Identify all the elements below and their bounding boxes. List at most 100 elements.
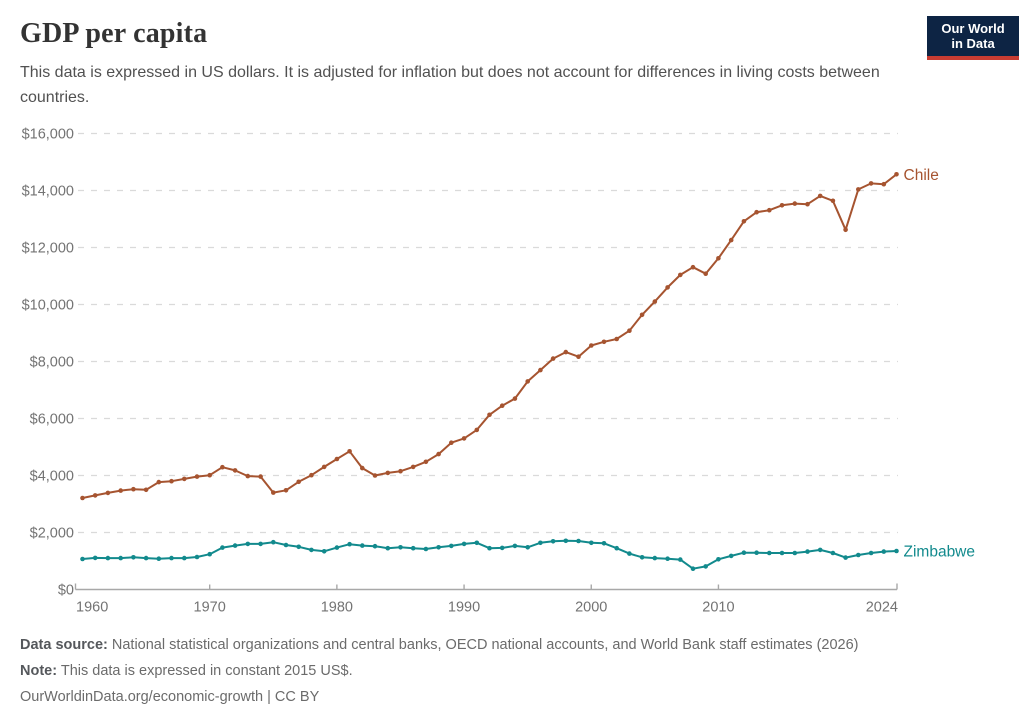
chile-point [105, 490, 111, 496]
zimbabwe-point [652, 555, 658, 561]
zimbabwe-point [525, 545, 530, 550]
chile-point [118, 488, 123, 493]
zimbabwe-point [283, 542, 289, 548]
zimbabwe-point [321, 549, 327, 554]
page-title: GDP per capita [20, 18, 208, 49]
chile-point [563, 349, 569, 355]
zimbabwe-point [894, 548, 899, 554]
chile-point [360, 465, 365, 471]
zimbabwe-point [182, 555, 187, 561]
chile-point [678, 272, 683, 278]
zimbabwe-point [296, 544, 302, 550]
zimbabwe-point [232, 543, 238, 548]
zimbabwe-point [576, 538, 581, 544]
zimbabwe-point [512, 543, 518, 549]
zimbabwe-point [360, 543, 365, 548]
chile-point [576, 354, 581, 360]
zimbabwe-point [245, 541, 251, 547]
license-link[interactable]: OurWorldinData.org/economic-growth | CC … [20, 689, 320, 705]
zimbabwe-line [81, 539, 898, 570]
chile-point [283, 488, 289, 493]
zimbabwe-point [105, 555, 111, 561]
chile-point [894, 172, 899, 177]
chile-point [372, 473, 378, 478]
zimbabwe-point [741, 550, 747, 555]
chile-point [207, 472, 212, 478]
chile-point [652, 299, 658, 304]
chile-point [601, 339, 607, 345]
zimbabwe-point [830, 550, 836, 556]
chile-point [296, 479, 302, 485]
chile-point [461, 436, 467, 441]
chile-point [856, 187, 861, 192]
chile-point [627, 328, 632, 334]
zimbabwe-point [474, 540, 480, 546]
chile-point [881, 181, 887, 187]
zimbabwe-point [868, 550, 874, 556]
owid-logo[interactable]: Our World in Data [927, 16, 1019, 60]
zimbabwe-point [347, 541, 352, 547]
zimbabwe-point [334, 545, 340, 550]
chile-point [321, 464, 327, 470]
chile-point [525, 379, 530, 384]
zimbabwe-point [487, 545, 492, 551]
chile-point [156, 479, 162, 485]
y-axis-label: $6,000 [30, 412, 74, 428]
chile-point [423, 459, 429, 465]
y-axis-label: $0 [58, 583, 74, 599]
zimbabwe-point [817, 547, 823, 553]
chart-footer: Data source: National statistical organi… [20, 632, 1000, 710]
chile-point [868, 181, 874, 186]
chile-point [334, 456, 340, 462]
zimbabwe-point [143, 555, 149, 561]
zimbabwe-point [309, 547, 314, 553]
chile-line [81, 173, 898, 499]
chile-point [182, 476, 187, 482]
y-axis-label: $10,000 [22, 298, 74, 314]
x-axis-label: 2010 [702, 600, 734, 616]
zimbabwe-point [499, 545, 505, 551]
chile-point [194, 474, 200, 479]
chile-point [767, 207, 772, 213]
zimbabwe-point [792, 550, 798, 556]
zimbabwe-point [690, 566, 696, 571]
zimbabwe-point [423, 546, 429, 552]
chile-point [385, 470, 391, 476]
zimbabwe-point [728, 553, 734, 559]
chile-point [792, 201, 798, 206]
x-axis-label: 1960 [76, 600, 108, 616]
chile-point [830, 198, 836, 204]
zimbabwe-point [461, 541, 467, 547]
series-end-label-zimbabwe: Zimbabwe [904, 544, 976, 561]
chile-point [474, 427, 480, 433]
chile-point [499, 403, 505, 409]
chile-point [703, 271, 708, 277]
zimbabwe-point [614, 545, 619, 551]
note-line: Note: This data is expressed in constant… [20, 658, 1000, 684]
zimbabwe-point [805, 549, 810, 554]
chile-point [512, 396, 518, 401]
zimbabwe-point [856, 552, 861, 558]
chile-point [169, 478, 174, 484]
zimbabwe-point [754, 550, 759, 555]
zimbabwe-point [410, 545, 416, 551]
zimbabwe-point [385, 545, 391, 551]
zimbabwe-point [843, 555, 848, 560]
zimbabwe-point [703, 564, 708, 569]
chile-point [817, 193, 823, 199]
note-text: This data is expressed in constant 2015 … [60, 663, 353, 679]
zimbabwe-point [589, 540, 594, 546]
y-axis-label: $2,000 [30, 526, 74, 542]
series-end-label-chile: Chile [904, 167, 939, 184]
y-axis-label: $12,000 [22, 241, 74, 257]
zimbabwe-point [665, 556, 670, 561]
zimbabwe-point [449, 543, 454, 549]
zimbabwe-point [563, 538, 569, 544]
zimbabwe-point [156, 556, 162, 561]
data-source-line: Data source: National statistical organi… [20, 632, 1000, 658]
chile-point [589, 343, 594, 348]
chart-subtitle: This data is expressed in US dollars. It… [20, 64, 880, 106]
chile-point [347, 449, 352, 454]
zimbabwe-point [639, 555, 645, 560]
